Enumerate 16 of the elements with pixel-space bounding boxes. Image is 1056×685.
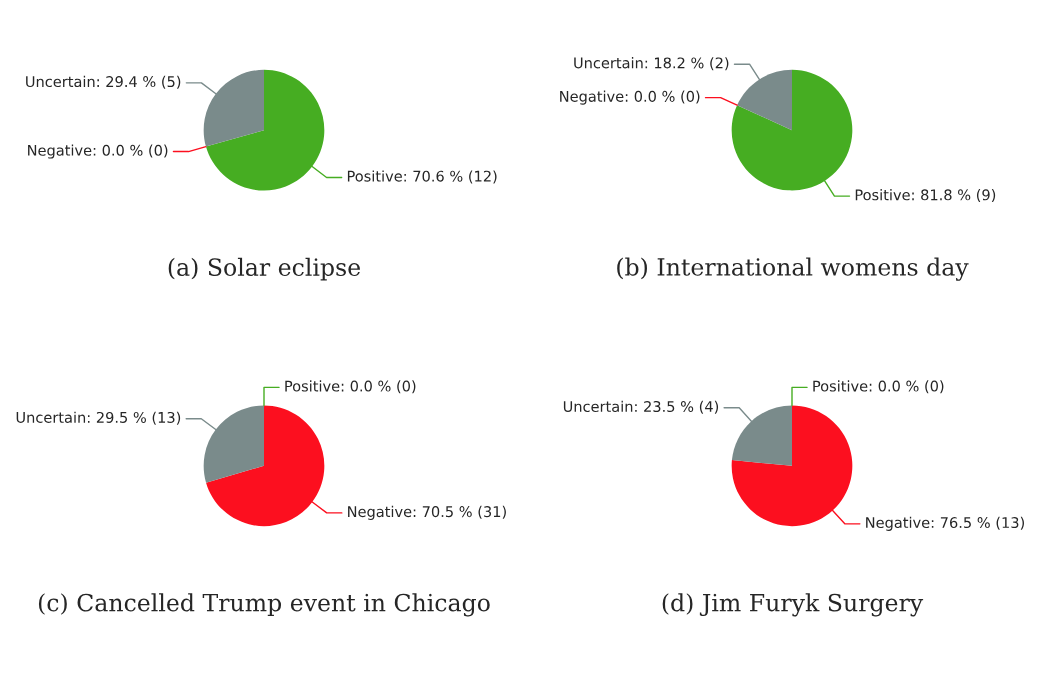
slice-label: Negative: 76.5 % (13) (866, 516, 1024, 531)
text: (b) International womens day (617, 257, 969, 281)
legend-label: Positive: 0.0 % (0) (813, 380, 944, 394)
slice-label: Positive: 81.8 % (9) (855, 189, 996, 203)
slice-label: Negative: 70.5 % (31) (348, 505, 506, 520)
text: (a) Solar eclipse (168, 257, 360, 281)
slice-label: Uncertain: 18.2 % (2) (574, 57, 729, 71)
legend-label: Positive: 0.0 % (0) (285, 380, 416, 394)
text: (c) Cancelled Trump event in Chicago (38, 593, 490, 617)
slice-label: Uncertain: 29.4 % (5) (26, 75, 181, 89)
slice-label: Uncertain: 29.5 % (13) (16, 411, 181, 425)
text: (d) Jim Furyk Surgery (662, 593, 924, 617)
legend-label: Negative: 0.0 % (0) (560, 90, 700, 105)
slice-label: Positive: 70.6 % (12) (347, 170, 497, 184)
slice-label: Uncertain: 23.5 % (4) (563, 400, 719, 414)
legend-label: Negative: 0.0 % (0) (28, 144, 168, 159)
